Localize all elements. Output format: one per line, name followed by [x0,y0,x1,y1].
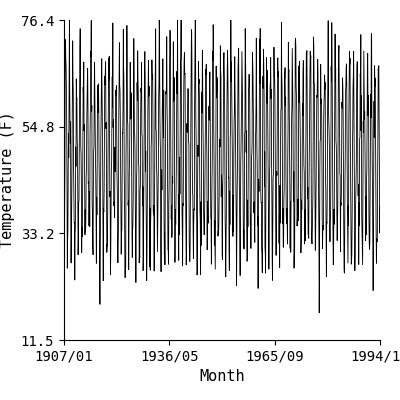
Y-axis label: Temperature (F): Temperature (F) [0,112,15,248]
X-axis label: Month: Month [199,369,245,384]
